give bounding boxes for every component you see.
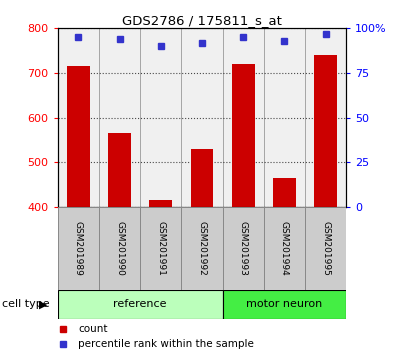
Text: GSM201991: GSM201991 <box>156 221 165 276</box>
Text: ▶: ▶ <box>39 299 47 309</box>
Bar <box>58 207 99 290</box>
Title: GDS2786 / 175811_s_at: GDS2786 / 175811_s_at <box>122 14 282 27</box>
Bar <box>232 64 255 207</box>
Bar <box>222 290 346 319</box>
Text: GSM201993: GSM201993 <box>239 221 248 276</box>
Bar <box>149 200 172 207</box>
Text: reference: reference <box>113 299 167 309</box>
Bar <box>314 55 337 207</box>
Bar <box>273 178 296 207</box>
Text: motor neuron: motor neuron <box>246 299 322 309</box>
Text: GSM201992: GSM201992 <box>197 221 207 276</box>
Bar <box>181 207 222 290</box>
Text: GSM201989: GSM201989 <box>74 221 83 276</box>
Text: cell type: cell type <box>2 299 50 309</box>
Bar <box>140 207 181 290</box>
Text: GSM201990: GSM201990 <box>115 221 124 276</box>
Text: GSM201995: GSM201995 <box>321 221 330 276</box>
Bar <box>99 207 140 290</box>
Bar <box>222 207 264 290</box>
Bar <box>305 207 346 290</box>
Bar <box>108 133 131 207</box>
Bar <box>264 207 305 290</box>
Bar <box>67 66 90 207</box>
Bar <box>191 149 213 207</box>
Bar <box>58 290 222 319</box>
Text: count: count <box>78 324 107 333</box>
Text: GSM201994: GSM201994 <box>280 221 289 276</box>
Text: percentile rank within the sample: percentile rank within the sample <box>78 339 254 349</box>
